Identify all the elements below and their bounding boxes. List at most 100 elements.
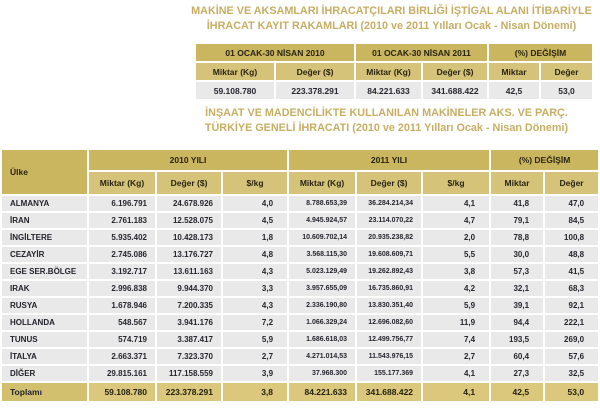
value-cell: 1,8 xyxy=(223,230,288,245)
group-header-row: Ülke 2010 YILI 2011 YILI (%) DEĞİŞİM xyxy=(2,150,599,194)
value-cell: 193,5 xyxy=(491,332,544,347)
country-cell: DİĞER xyxy=(2,366,87,381)
value-cell: 13.611.163 xyxy=(157,264,221,279)
col-header: Değer ($) xyxy=(157,172,221,194)
col-header: $/kg xyxy=(223,172,288,194)
period-2011-header: 01 OCAK-30 NİSAN 2011 xyxy=(356,44,487,61)
col-header: Miktar (Kg) xyxy=(289,172,356,194)
col-header: $/kg xyxy=(423,172,490,194)
value-cell: 10.428.173 xyxy=(157,230,221,245)
value-cell: 13.830.351,40 xyxy=(357,298,422,313)
table-row: İNGİLTERE 5.935.402 10.428.173 1,8 10.60… xyxy=(2,230,599,245)
value-cell: 2,7 xyxy=(423,349,490,364)
value-cell: 2.336.190,80 xyxy=(289,298,356,313)
value-cell: 269,0 xyxy=(545,332,599,347)
country-cell: İTALYA xyxy=(2,349,87,364)
title-line-1: MAKİNE VE AKSAMLARI İHRACATÇILARI BİRLİĞ… xyxy=(191,5,592,17)
country-cell: İNGİLTERE xyxy=(2,230,87,245)
value-cell: 4.271.014,53 xyxy=(289,349,356,364)
value-cell: 1.066.329,24 xyxy=(289,315,356,330)
value-cell: 57,6 xyxy=(545,349,599,364)
value-cell: 94,4 xyxy=(491,315,544,330)
value-cell: 57,3 xyxy=(491,264,544,279)
value-cell: 47,0 xyxy=(545,196,599,211)
value-cell: 68,3 xyxy=(545,281,599,296)
value-cell: 36.284.214,34 xyxy=(357,196,422,211)
country-cell: RUSYA xyxy=(2,298,87,313)
value-cell: 29.815.161 xyxy=(89,366,155,381)
col-header: Değer ($) xyxy=(357,172,422,194)
value-cell: 92,1 xyxy=(545,298,599,313)
summary-value-row: 59.108.780 223.378.291 84.221.633 341.68… xyxy=(196,82,593,99)
value-cell: 2.761.183 xyxy=(89,213,155,228)
value-cell: 19.262.892,43 xyxy=(357,264,422,279)
value-cell: 2,0 xyxy=(423,230,490,245)
total-cell: 223.378.291 xyxy=(157,383,221,401)
col-header: Miktar (Kg) xyxy=(356,63,421,80)
value-cell: 53,0 xyxy=(541,82,593,99)
value-cell: 6.196.791 xyxy=(89,196,155,211)
col-header: Değer ($) xyxy=(423,63,487,80)
table-row: HOLLANDA 548.567 3.941.176 7,2 1.066.329… xyxy=(2,315,599,330)
value-cell: 42,5 xyxy=(489,82,539,99)
value-cell: 19.608.609,71 xyxy=(357,247,422,262)
total-cell: 4,1 xyxy=(423,383,490,401)
value-cell: 24.678.926 xyxy=(157,196,221,211)
value-cell: 79,1 xyxy=(491,213,544,228)
value-cell: 2,7 xyxy=(223,349,288,364)
title-line-2: TÜRKİYE GENELİ İHRACATI (2010 ve 2011 Yı… xyxy=(204,122,569,134)
value-cell: 117.158.559 xyxy=(157,366,221,381)
value-cell: 155.177.369 xyxy=(357,366,422,381)
value-cell: 1.686.618,03 xyxy=(289,332,356,347)
summary-table: 01 OCAK-30 NİSAN 2010 01 OCAK-30 NİSAN 2… xyxy=(194,42,594,101)
table-row: ALMANYA 6.196.791 24.678.926 4,0 8.788.6… xyxy=(2,196,599,211)
value-cell: 548.567 xyxy=(89,315,155,330)
value-cell: 84.221.633 xyxy=(356,82,421,99)
value-cell: 4,1 xyxy=(423,366,490,381)
value-cell: 222,1 xyxy=(545,315,599,330)
value-cell: 11.543.976,15 xyxy=(357,349,422,364)
total-cell: 59.108.780 xyxy=(89,383,155,401)
value-cell: 30,0 xyxy=(491,247,544,262)
title-line-2: İHRACAT KAYIT RAKAMLARI (2010 ve 2011 Yı… xyxy=(206,20,577,32)
value-cell: 4,5 xyxy=(223,213,288,228)
table-row: DİĞER 29.815.161 117.158.559 3,9 37.968.… xyxy=(2,366,599,381)
country-export-table: Ülke 2010 YILI 2011 YILI (%) DEĞİŞİM Mik… xyxy=(0,148,600,403)
value-cell: 7,2 xyxy=(223,315,288,330)
value-cell: 4,0 xyxy=(223,196,288,211)
total-row: Toplamı 59.108.780 223.378.291 3,8 84.22… xyxy=(2,383,599,401)
year-2011-header: 2011 YILI xyxy=(289,150,490,170)
value-cell: 37.968.300 xyxy=(289,366,356,381)
value-cell: 4,3 xyxy=(223,264,288,279)
value-cell: 5,5 xyxy=(423,247,490,262)
value-cell: 59.108.780 xyxy=(196,82,274,99)
country-cell: CEZAYİR xyxy=(2,247,87,262)
value-cell: 60,4 xyxy=(491,349,544,364)
country-cell: İRAN xyxy=(2,213,87,228)
value-cell: 23.114.070,22 xyxy=(357,213,422,228)
value-cell: 3,9 xyxy=(223,366,288,381)
value-cell: 12.528.075 xyxy=(157,213,221,228)
value-cell: 3,8 xyxy=(423,264,490,279)
value-cell: 2.663.371 xyxy=(89,349,155,364)
total-cell: 341.688.422 xyxy=(357,383,422,401)
value-cell: 8.788.653,39 xyxy=(289,196,356,211)
value-cell: 2.745.086 xyxy=(89,247,155,262)
value-cell: 7.323.370 xyxy=(157,349,221,364)
value-cell: 4,2 xyxy=(423,281,490,296)
value-cell: 3.568.115,30 xyxy=(289,247,356,262)
value-cell: 100,8 xyxy=(545,230,599,245)
value-cell: 223.378.291 xyxy=(276,82,354,99)
table-row: RUSYA 1.678.946 7.200.335 4,3 2.336.190,… xyxy=(2,298,599,313)
value-cell: 341.688.422 xyxy=(423,82,487,99)
value-cell: 48,8 xyxy=(545,247,599,262)
value-cell: 4,7 xyxy=(423,213,490,228)
value-cell: 3,3 xyxy=(223,281,288,296)
col-header: Miktar xyxy=(489,63,539,80)
country-cell: TUNUS xyxy=(2,332,87,347)
value-cell: 41,8 xyxy=(491,196,544,211)
value-cell: 4,8 xyxy=(223,247,288,262)
construction-report-title: İNŞAAT VE MADENCİLİKTE KULLANILAN MAKİNE… xyxy=(175,106,598,136)
summary-group-header-row: 01 OCAK-30 NİSAN 2010 01 OCAK-30 NİSAN 2… xyxy=(196,44,593,61)
